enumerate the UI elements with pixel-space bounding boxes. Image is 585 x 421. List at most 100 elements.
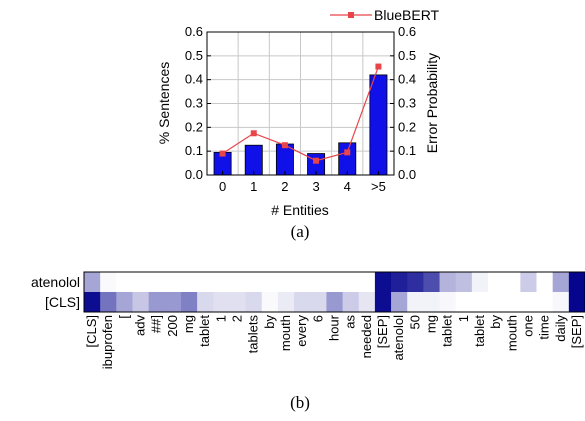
column-label: needed [359, 315, 374, 358]
legend-marker [348, 12, 354, 18]
line-point [219, 150, 226, 157]
heatmap-cell [310, 272, 327, 293]
heatmap-cell [471, 272, 489, 293]
heatmap-cells [84, 272, 585, 313]
column-label: 6 [310, 315, 325, 322]
heatmap-cell [536, 292, 554, 313]
column-label: one [520, 315, 535, 337]
panel-b-attention-heatmap: atenolol[CLS] [CLS] ibuprofen[adv ##] 200 mg… [31, 271, 585, 412]
heatmap-cell [164, 272, 182, 293]
y-tick-label: 0.4 [185, 72, 203, 87]
bar [338, 142, 357, 176]
heatmap-cell [552, 272, 570, 293]
column-label: mg [423, 315, 438, 333]
heatmap-cell [148, 292, 166, 313]
y2-tick-label: 0.5 [398, 48, 416, 63]
line-point [281, 142, 288, 149]
panel-b-caption: (b) [290, 393, 310, 412]
x-tick-label: 2 [281, 179, 288, 194]
column-label: mouth [504, 315, 519, 351]
heatmap-cell [488, 292, 505, 313]
series-line [222, 66, 379, 162]
heatmap-cell [391, 272, 408, 293]
line-point [344, 149, 351, 156]
column-label: ##] [149, 315, 164, 333]
heatmap-cell [213, 292, 230, 313]
column-label: [CLS] [84, 315, 99, 348]
column-label: hour [327, 314, 342, 341]
heatmap-cell [245, 292, 263, 313]
heatmap-cell [423, 272, 441, 293]
legend-label-bluebert: BlueBERT [374, 7, 440, 23]
column-label: daily [553, 315, 568, 342]
column-label: by [488, 315, 503, 329]
heatmap-cell [100, 272, 117, 293]
heatmap-cell [423, 292, 441, 313]
y-tick-label: 0.5 [185, 48, 203, 63]
line-point [313, 157, 320, 164]
heatmap-cell [229, 272, 247, 293]
heatmap-cell [197, 272, 214, 293]
heatmap-cell [568, 272, 585, 293]
x-tick-label: >5 [371, 179, 386, 194]
column-label: adv [133, 315, 148, 336]
heatmap-cell [455, 272, 473, 293]
x-axis-label: # Entities [271, 202, 329, 218]
y-axis-label: % Sentences [156, 62, 172, 145]
bar [369, 74, 388, 176]
y2-tick-label: 0.3 [398, 96, 416, 111]
panel-a-caption: (a) [291, 222, 310, 241]
heatmap-cell [148, 272, 166, 293]
y2-tick-label: 0.2 [398, 119, 416, 134]
column-label: tablet [440, 315, 455, 347]
heatmap-cell [407, 272, 424, 293]
x-tick-label: 1 [250, 179, 257, 194]
heatmap-cell [520, 292, 538, 313]
column-label: mouth [278, 315, 293, 351]
heatmap-cell [326, 272, 344, 293]
heatmap-cell [213, 272, 230, 293]
heatmap-cell [245, 272, 263, 293]
heatmap-cell [374, 272, 392, 293]
heatmap-row-labels: atenolol [CLS] [31, 274, 80, 310]
line-point [250, 130, 257, 137]
heatmap-cell [116, 292, 133, 313]
panel-a-entity-chart: 0.0 0.0 0.1 0.1 0.2 0.2 0.3 0.3 0.4 0.4 0.5 0.5 0.6 0… [156, 7, 440, 241]
heatmap-cell [294, 272, 311, 293]
y-tick-label: 0.3 [185, 96, 203, 111]
heatmap-cell [277, 272, 295, 293]
column-label: every [294, 315, 309, 347]
heatmap-cell [326, 292, 344, 313]
heatmap-cell [261, 292, 279, 313]
column-label: as [343, 315, 358, 329]
heatmap-cell [132, 292, 150, 313]
heatmap-cell [310, 292, 327, 313]
column-label: tablet [472, 315, 487, 347]
heatmap-cell [164, 292, 182, 313]
line-point [375, 63, 382, 70]
heatmap-cell [520, 272, 538, 293]
heatmap-cell [568, 292, 585, 313]
y2-tick-label: 0.0 [398, 167, 416, 182]
heatmap-cell [504, 292, 521, 313]
column-label: ibuprofen [100, 315, 115, 369]
heatmap-cell [358, 272, 376, 293]
column-label: 2 [230, 315, 245, 322]
x-tick-label: 0 [219, 179, 226, 194]
column-label: 200 [165, 315, 180, 337]
heatmap-cell [471, 292, 489, 313]
heatmap-cell [100, 292, 117, 313]
heatmap-cell [84, 272, 101, 293]
heatmap-cell [552, 292, 570, 313]
heatmap-cell [407, 292, 424, 313]
column-label: mg [181, 315, 196, 333]
heatmap-cell [439, 272, 457, 293]
row-label: [CLS] [45, 294, 80, 310]
column-label: tablets [246, 315, 261, 354]
heatmap-cell [342, 292, 360, 313]
heatmap-cell [342, 272, 360, 293]
heatmap-cell [374, 292, 392, 313]
y2-tick-label: 0.4 [398, 72, 416, 87]
column-label: tablet [197, 315, 212, 347]
